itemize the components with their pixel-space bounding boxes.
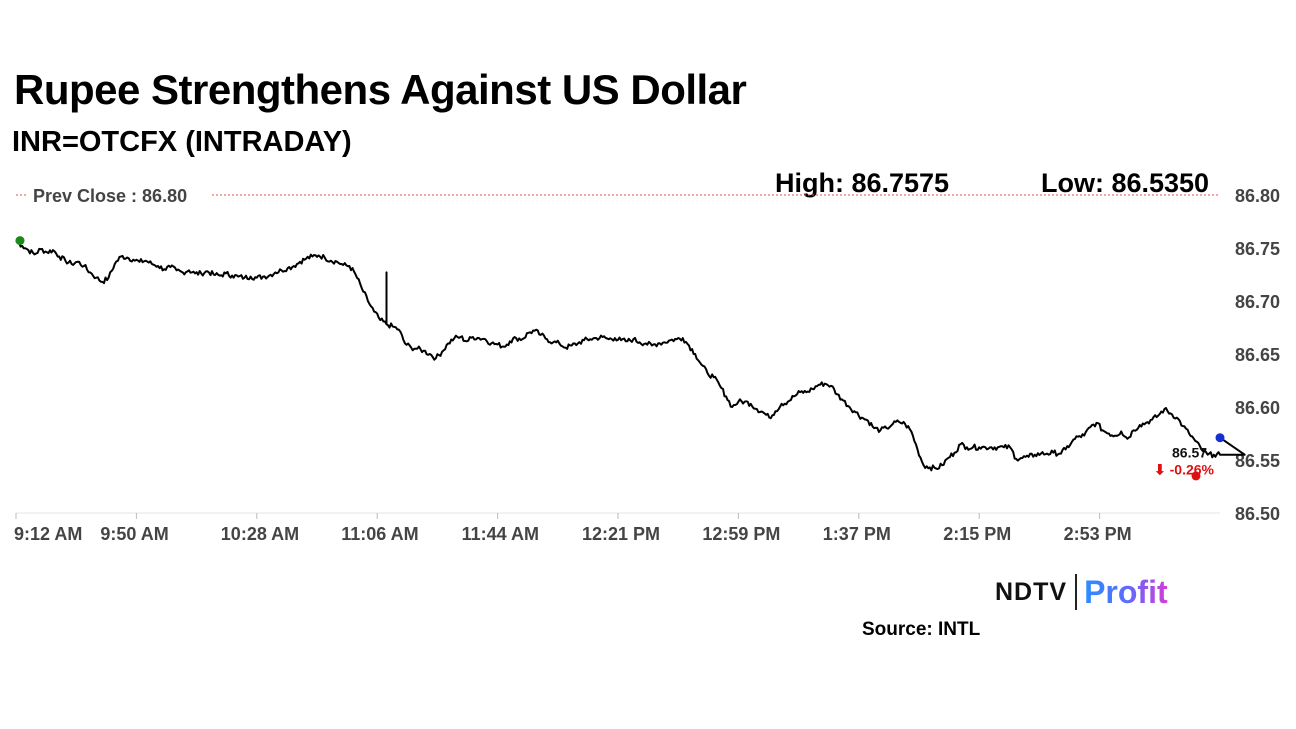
source-credit: Source: INTL: [862, 619, 981, 640]
x-tick-label: 9:50 AM: [100, 524, 168, 544]
y-tick-label: 86.75: [1235, 239, 1280, 259]
x-tick-label: 12:21 PM: [582, 524, 660, 544]
y-tick-label: 86.60: [1235, 398, 1280, 418]
logo-divider: [1075, 574, 1078, 610]
chart-markers: [15, 236, 1225, 481]
last-value-label: 86.57: [1172, 445, 1207, 461]
end-marker: [1215, 433, 1225, 443]
prev-close-label-bg: [26, 185, 212, 205]
ndtv-wordmark: NDTV: [995, 577, 1068, 606]
ndtv-profit-logo: NDTV Profit: [995, 572, 1168, 612]
x-axis: 9:12 AM 9:50 AM 10:28 AM 11:06 AM 11:44 AM 12…: [14, 513, 1132, 544]
y-tick-label: 86.55: [1235, 451, 1280, 471]
change-marker: [1191, 471, 1201, 481]
x-tick-label: 11:44 AM: [462, 524, 539, 544]
y-tick-label: 86.70: [1235, 292, 1280, 312]
high-value: High: 86.7575: [775, 168, 950, 198]
series-line-inr: [15, 239, 1246, 472]
x-tick-label: 11:06 AM: [341, 524, 418, 544]
low-value: Low: 86.5350: [1041, 168, 1210, 198]
x-tick-label: 12:59 PM: [702, 524, 780, 544]
prev-close-group: Prev Close : 86.80: [16, 185, 1220, 206]
y-tick-label: 86.65: [1235, 345, 1280, 365]
x-tick-label: 2:53 PM: [1064, 524, 1132, 544]
x-tick-label: 9:12 AM: [14, 524, 82, 544]
y-axis: 86.80 86.75 86.70 86.65 86.60 86.55 86.50: [1235, 186, 1280, 524]
profit-wordmark: Profit: [1084, 573, 1168, 610]
chart-title: Rupee Strengthens Against US Dollar: [14, 66, 747, 113]
change-percent-label: ⬇ -0.26%: [1154, 462, 1215, 478]
chart-subtitle: INR=OTCFX (INTRADAY): [12, 126, 352, 158]
y-tick-label: 86.50: [1235, 504, 1280, 524]
x-tick-label: 1:37 PM: [823, 524, 891, 544]
prev-close-label: Prev Close : 86.80: [33, 186, 187, 206]
start-marker: [15, 236, 25, 246]
y-tick-label: 86.80: [1235, 186, 1280, 206]
x-tick-label: 10:28 AM: [221, 524, 299, 544]
x-tick-label: 2:15 PM: [943, 524, 1011, 544]
